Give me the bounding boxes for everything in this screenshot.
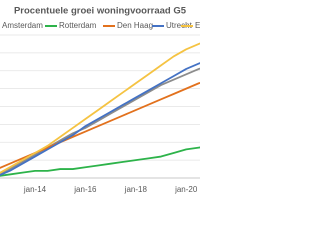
legend-label: Den Haag bbox=[117, 21, 153, 30]
background bbox=[0, 0, 200, 200]
legend-label: Utrecht bbox=[166, 21, 193, 30]
x-tick-label: jan-20 bbox=[174, 185, 198, 194]
legend-label: Rotterdam bbox=[59, 21, 97, 30]
x-tick-label: jan-16 bbox=[73, 185, 97, 194]
chart-title: Procentuele groei woningvoorraad G5 bbox=[14, 6, 187, 17]
series-line bbox=[0, 67, 200, 175]
series-line bbox=[0, 42, 200, 174]
legend-label: Amsterdam bbox=[2, 21, 43, 30]
legend-label: Eindhoven bbox=[195, 21, 200, 30]
series-line bbox=[0, 62, 200, 176]
chart: Procentuele groei woningvoorraad G5 0123… bbox=[0, 0, 200, 200]
x-tick-label: jan-14 bbox=[23, 185, 47, 194]
series-line bbox=[0, 146, 200, 177]
x-tick-label: jan-18 bbox=[124, 185, 148, 194]
